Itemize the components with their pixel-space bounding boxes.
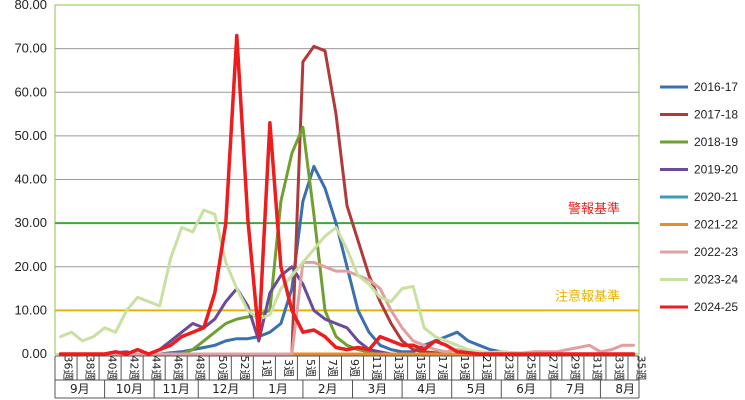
- week-label: 27週: [546, 356, 559, 381]
- month-label: 5月: [467, 382, 487, 396]
- week-label: 33週: [613, 356, 626, 381]
- week-label: 46週: [172, 356, 185, 381]
- week-label: 15週: [414, 356, 427, 381]
- week-label: 5週: [304, 359, 317, 377]
- week-label: 1週: [260, 359, 273, 377]
- week-label: 31週: [590, 356, 603, 381]
- threshold-label: 注意報基準: [555, 288, 620, 304]
- x-axis: 36週 38週 40週 42週 44週 46週 48週 50週 52週 1週 3週 5週 7週 9週 11週…: [54, 355, 648, 399]
- week-label: 48週: [194, 356, 207, 381]
- week-label: 11週: [370, 356, 383, 381]
- week-label: 23週: [502, 356, 515, 381]
- week-label: 21週: [480, 356, 493, 381]
- week-label: 9週: [348, 359, 361, 377]
- week-label: 44週: [150, 356, 163, 381]
- y-tick-label: 10.00: [14, 302, 47, 317]
- legend-label: 2020-21: [694, 190, 738, 204]
- week-label: 42週: [128, 356, 141, 381]
- y-tick-label: 50.00: [14, 128, 47, 143]
- legend-label: 2016-17: [694, 80, 738, 94]
- y-tick-label: 20.00: [14, 259, 47, 274]
- week-label: 50週: [216, 356, 229, 381]
- legend-label: 2019-20: [694, 163, 738, 177]
- y-tick-label: 0.00: [22, 346, 47, 361]
- week-label: 3週: [282, 359, 295, 377]
- legend-label: 2018-19: [694, 135, 738, 149]
- legend-label: 2024-25: [694, 300, 738, 314]
- y-tick-label: 70.00: [14, 41, 47, 56]
- month-label: 9月: [70, 382, 90, 396]
- week-label: 7週: [326, 359, 339, 377]
- month-label: 7月: [566, 382, 586, 396]
- y-tick-label: 80.00: [14, 0, 47, 12]
- series-line-2024-25: [58, 33, 636, 356]
- legend-label: 2017-18: [694, 108, 738, 122]
- y-tick-label: 60.00: [14, 84, 47, 99]
- month-label: 8月: [615, 382, 635, 396]
- month-label: 3月: [367, 382, 387, 396]
- week-label: 40週: [106, 356, 119, 381]
- week-label: 25週: [524, 356, 537, 381]
- month-label: 10月: [116, 382, 143, 396]
- month-label: 6月: [516, 382, 536, 396]
- series-line-2022-23: [59, 260, 635, 356]
- week-label: 19週: [458, 356, 471, 381]
- month-label: 4月: [417, 382, 437, 396]
- y-axis-ticks: 0.00 10.00 20.00 30.00 40.00 50.00 60.00 70.00 8…: [14, 0, 47, 361]
- series-lines: [58, 33, 636, 356]
- legend: 2016-17 2017-18 2018-19 2019-20 2020-21 2021-…: [660, 80, 738, 314]
- week-label: 29週: [568, 356, 581, 381]
- month-label: 2月: [318, 382, 338, 396]
- legend-label: 2023-24: [694, 273, 738, 287]
- legend-label: 2022-23: [694, 245, 738, 259]
- y-tick-label: 30.00: [14, 215, 47, 230]
- week-label: 38週: [84, 356, 97, 381]
- legend-label: 2021-22: [694, 218, 738, 232]
- week-label: 36週: [62, 356, 75, 381]
- threshold-label: 警報基準: [568, 201, 620, 217]
- week-label: 13週: [392, 356, 405, 381]
- week-label: 52週: [238, 356, 251, 381]
- week-label: 17週: [436, 356, 449, 381]
- month-label: 1月: [268, 382, 288, 396]
- y-tick-label: 40.00: [14, 172, 47, 187]
- month-label: 12月: [212, 382, 239, 396]
- week-label: 35週: [635, 356, 648, 381]
- month-label: 11月: [163, 382, 190, 396]
